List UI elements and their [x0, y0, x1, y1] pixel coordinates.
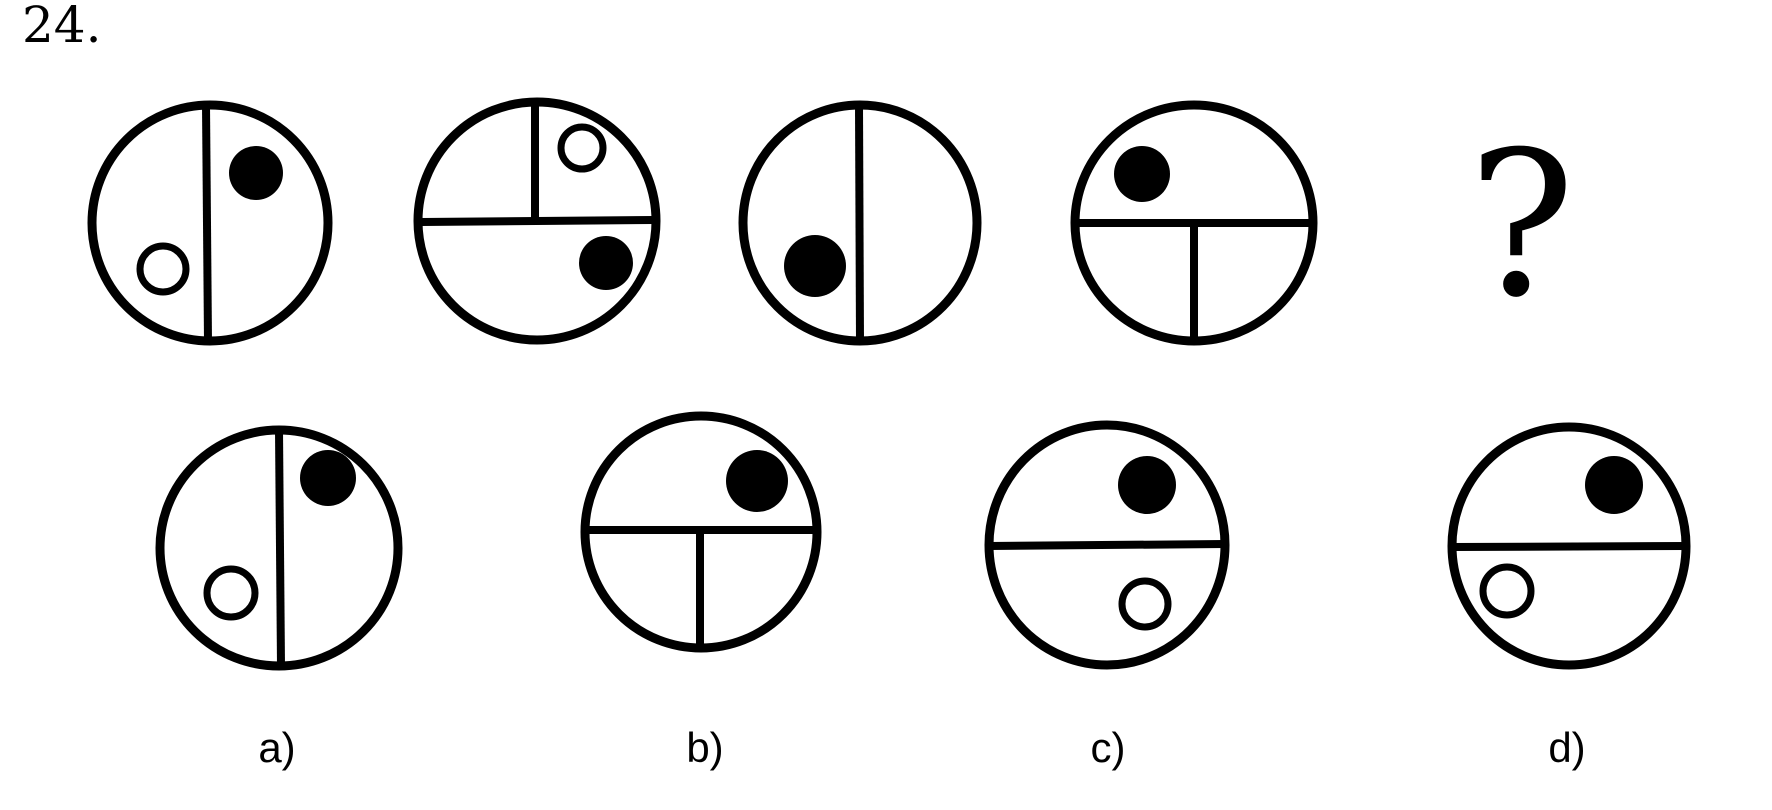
option-b-figure[interactable] — [580, 411, 822, 653]
vertical-divider — [275, 429, 285, 667]
sequence-figure-2 — [413, 97, 661, 345]
option-d-label[interactable]: d) — [1548, 724, 1586, 771]
option-a-label[interactable]: a) — [258, 724, 296, 771]
horizontal-divider — [421, 216, 655, 226]
horizontal-divider — [988, 540, 1226, 550]
option-c-figure[interactable] — [984, 420, 1230, 670]
option-c-label[interactable]: c) — [1090, 724, 1126, 771]
open-dot — [1118, 577, 1172, 631]
open-dot — [557, 123, 607, 173]
filled-dot — [229, 146, 283, 200]
vertical-divider — [855, 104, 864, 343]
option-d-figure[interactable] — [1447, 422, 1691, 670]
circle-outline — [413, 97, 661, 345]
filled-dot — [579, 236, 633, 290]
filled-dot — [784, 235, 846, 297]
question-number: 24. — [22, 0, 102, 54]
filled-dot — [726, 450, 788, 512]
sequence-figure-1 — [87, 100, 333, 346]
filled-dot — [300, 450, 356, 506]
filled-dot — [1118, 456, 1176, 514]
question-mark: ? — [1468, 109, 1576, 342]
horizontal-divider — [1451, 542, 1687, 551]
open-dot — [203, 565, 259, 621]
option-b-label[interactable]: b) — [686, 724, 724, 771]
vertical-divider — [202, 104, 212, 343]
open-dot — [136, 242, 190, 296]
filled-dot — [1114, 146, 1170, 202]
open-dot — [1479, 563, 1535, 619]
sequence-figure-4 — [1070, 100, 1318, 346]
option-a-figure[interactable] — [155, 425, 403, 671]
sequence-figure-3 — [738, 100, 982, 346]
filled-dot — [1585, 456, 1643, 514]
